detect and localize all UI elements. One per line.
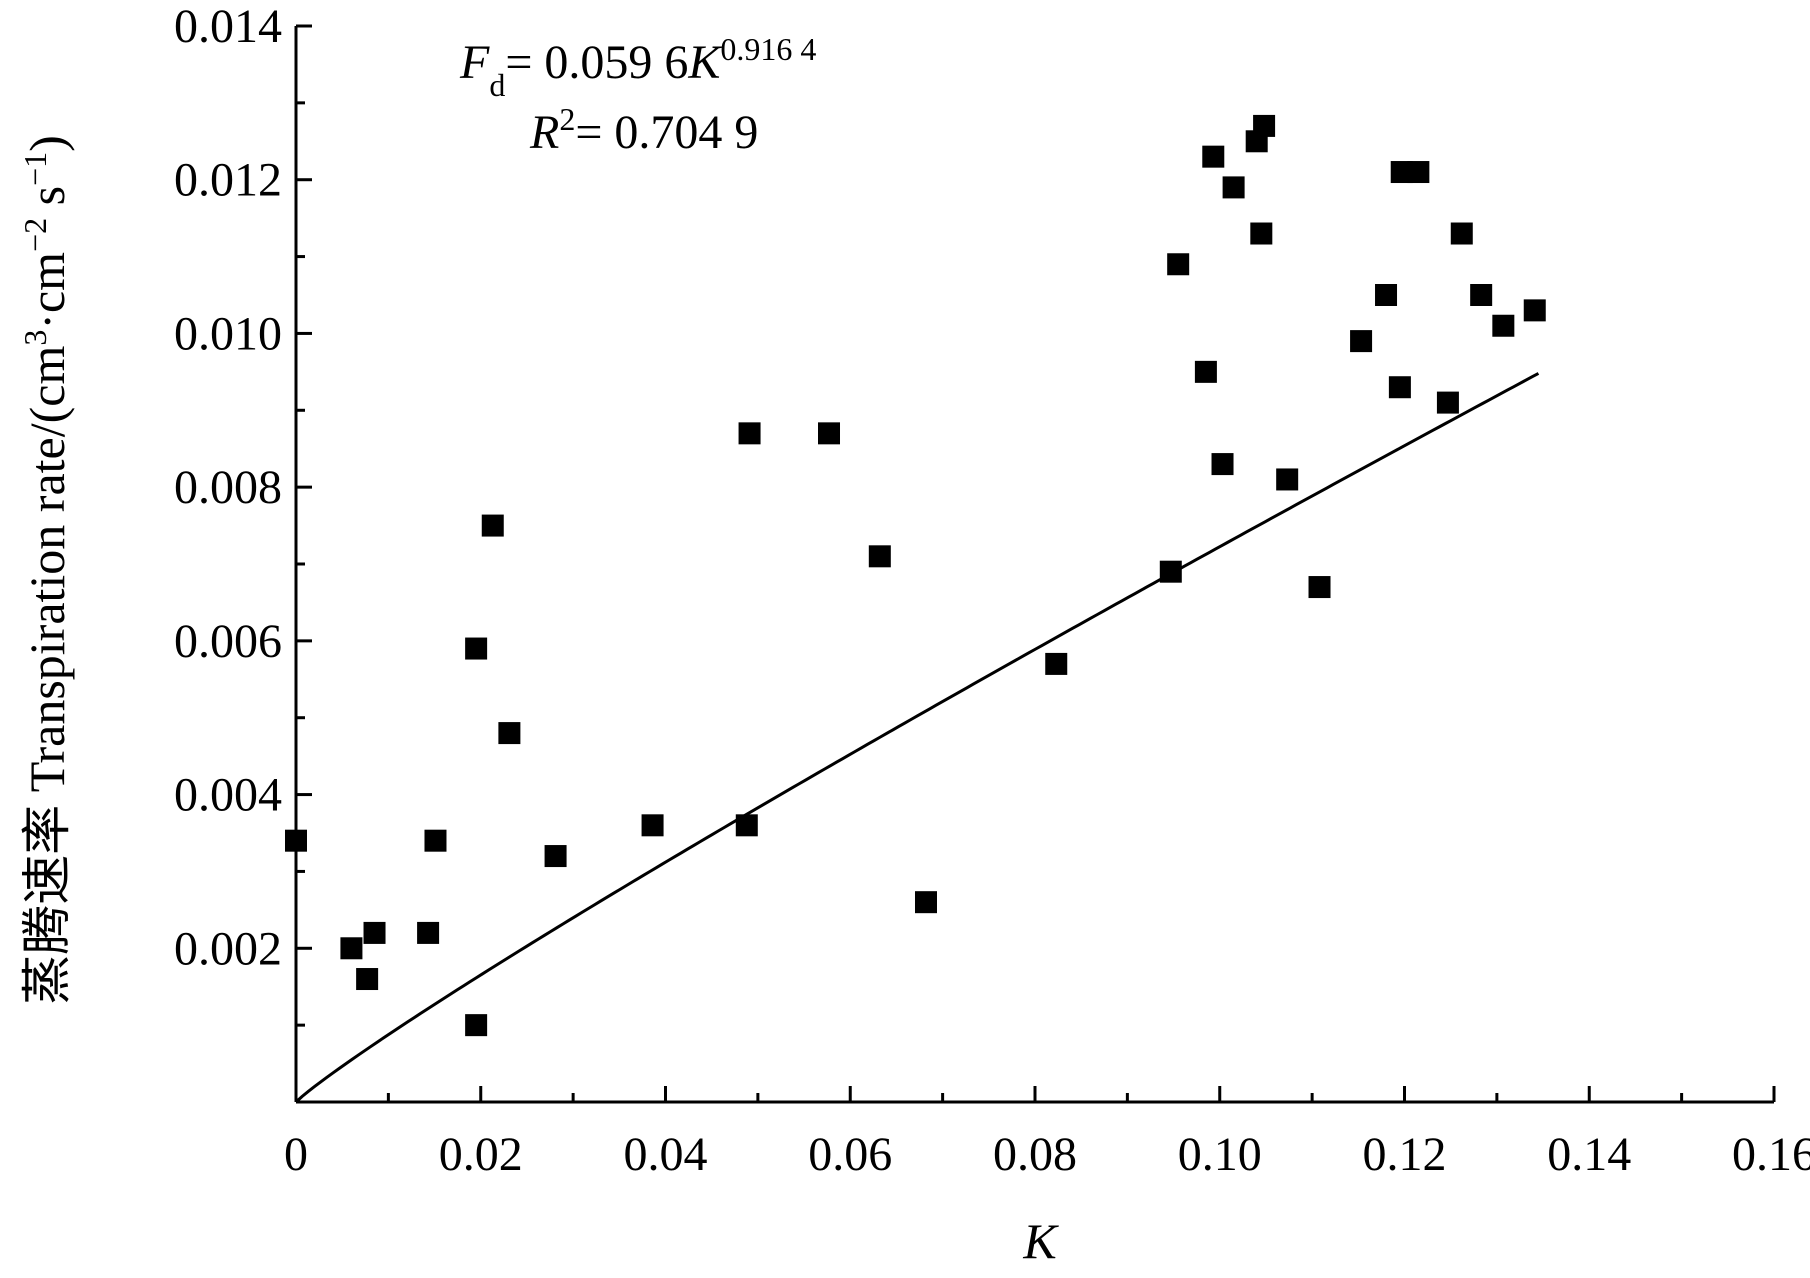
data-point [1375, 284, 1398, 306]
y-tick-label: 0.006 [174, 615, 282, 668]
data-point [738, 422, 761, 445]
data-point [1159, 560, 1182, 583]
data-point [1222, 176, 1245, 199]
data-point [544, 845, 567, 868]
data-point [1350, 330, 1373, 353]
y-tick-label: 0.004 [174, 769, 282, 822]
y-tick-label: 0.012 [174, 154, 282, 207]
tick-labels: 0 0.02 0.04 0.06 0.08 0.10 0.12 0.14 0.16 0.002 0.… [174, 0, 1810, 1181]
data-point [356, 968, 379, 991]
x-tick-label: 0 [284, 1128, 308, 1181]
data-point [1045, 652, 1068, 675]
data-point [868, 545, 891, 568]
data-point [498, 722, 521, 745]
data-point [1388, 376, 1411, 399]
data-point [1276, 468, 1299, 491]
y-axis-title: 蒸腾速率 Transpiration rate/(cm3·cm−2 s−1) [17, 135, 75, 1005]
data-point [735, 814, 758, 837]
data-point [1390, 161, 1413, 184]
x-tick-label: 0.08 [993, 1128, 1077, 1181]
y-tick-label: 0.008 [174, 461, 282, 514]
data-point [1202, 145, 1225, 168]
x-tick-label: 0.16 [1732, 1128, 1810, 1181]
x-tick-label: 0.12 [1363, 1128, 1447, 1181]
x-tick-label: 0.10 [1178, 1128, 1262, 1181]
data-point [641, 814, 664, 837]
x-tick-label: 0.04 [624, 1128, 708, 1181]
fit-curve [294, 372, 1540, 1104]
y-tick-label: 0.014 [174, 0, 282, 53]
data-points [285, 114, 1546, 1037]
data-point [1253, 114, 1276, 137]
data-point [914, 891, 937, 914]
data-point [285, 829, 307, 852]
x-tick-label: 0.06 [808, 1128, 892, 1181]
data-point [363, 921, 386, 944]
data-point [818, 422, 841, 445]
equation-label: Fd= 0.059 6K0.916 4 [459, 31, 816, 103]
x-tick-label: 0.14 [1547, 1128, 1631, 1181]
y-tick-label: 0.010 [174, 307, 282, 360]
data-point [340, 937, 363, 960]
y-tick-label: 0.002 [174, 922, 282, 975]
data-point [465, 637, 488, 660]
data-point [1436, 391, 1459, 414]
data-point [1250, 222, 1273, 245]
axes [294, 26, 1774, 1104]
data-point [1407, 161, 1430, 184]
data-point [465, 1014, 488, 1037]
data-point [1523, 299, 1546, 322]
data-point [417, 921, 440, 944]
tick-marks [294, 24, 1776, 1102]
data-point [1167, 253, 1190, 276]
data-point [424, 829, 447, 852]
x-tick-label: 0.02 [439, 1128, 523, 1181]
data-point [481, 514, 504, 537]
data-point [1194, 360, 1217, 383]
x-axis-title: K [1022, 1213, 1059, 1269]
data-point [1492, 314, 1515, 337]
data-point [1211, 453, 1234, 476]
r-squared-label: R2= 0.704 9 [529, 101, 758, 159]
data-point [1450, 222, 1473, 245]
data-point [1308, 576, 1331, 599]
data-point [1470, 284, 1493, 306]
